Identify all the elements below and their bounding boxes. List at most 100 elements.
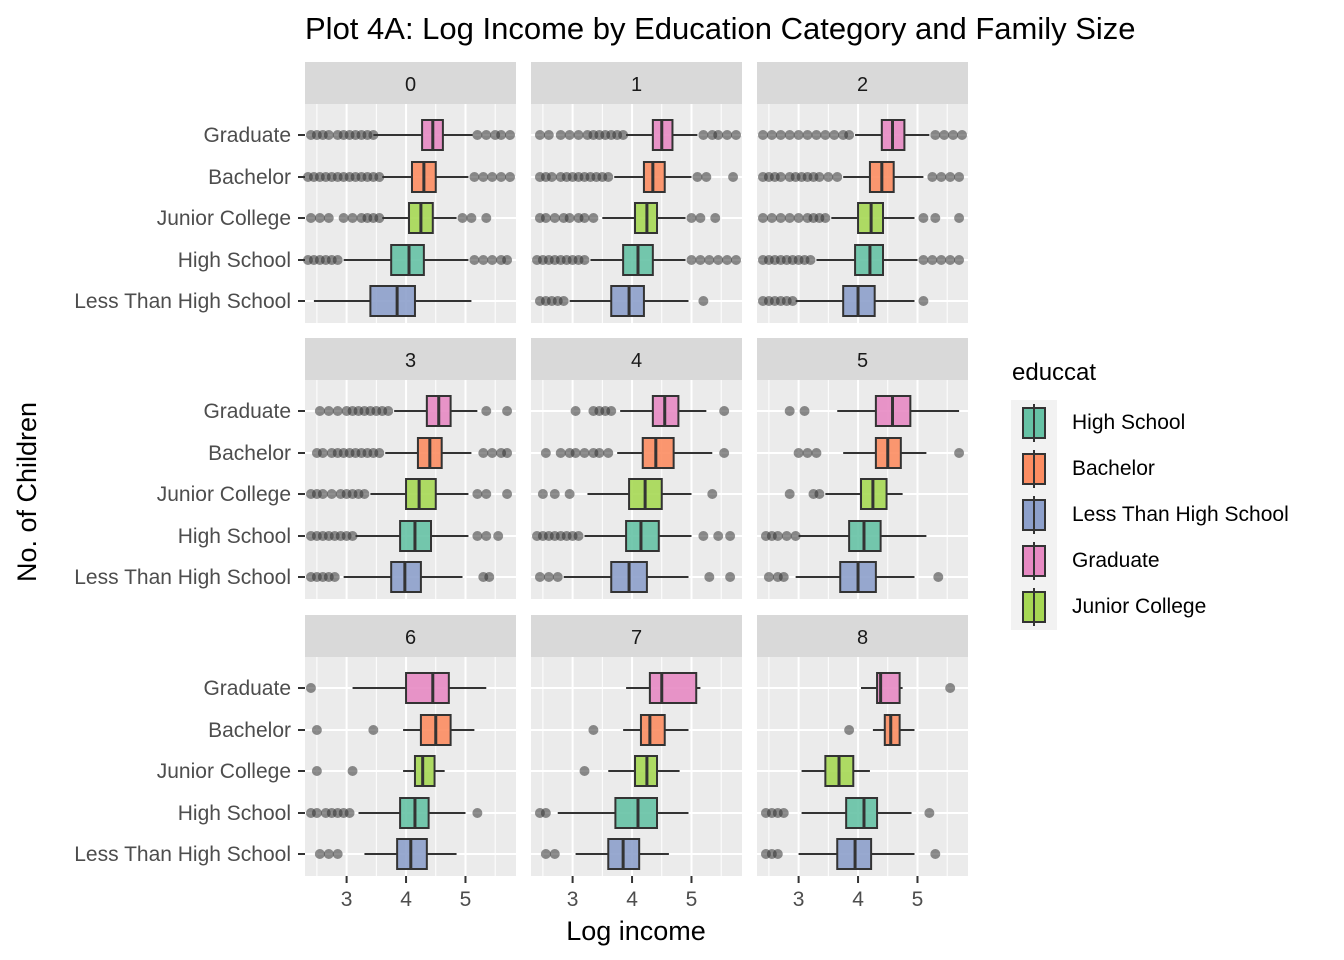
outlier-point [481,406,492,416]
facet-strip [305,62,516,104]
outlier-point [305,683,316,693]
outlier-point [844,130,855,140]
outlier-point [784,213,795,223]
outlier-point [713,130,724,140]
outlier-point [814,172,825,182]
outlier-point [564,489,575,499]
outlier-point [469,172,480,182]
outlier-point [543,130,554,140]
outlier-point [939,130,950,140]
outlier-point [763,572,774,582]
x-tick-label: 3 [567,888,579,911]
facet-strip-label: 8 [857,627,868,649]
outlier-point [814,489,825,499]
y-tick-label: Junior College [157,760,291,783]
facet-panel-7: 7 [531,615,742,876]
outlier-point [481,130,492,140]
outlier-point [618,130,629,140]
outlier-point [936,172,947,182]
y-tick-label: High School [178,249,291,272]
outlier-point [487,448,498,458]
outlier-point [930,849,941,859]
boxplot-bachelor [534,161,739,193]
boxplot-less-than-high-school [760,838,941,870]
outlier-point [772,849,783,859]
y-tick-label: Bachelor [208,442,291,465]
outlier-point [484,572,495,582]
outlier-point [695,213,706,223]
outlier-point [573,531,584,541]
outlier-point [496,130,507,140]
outlier-point [546,172,557,182]
outlier-point [311,725,322,735]
legend-label: Graduate [1072,549,1160,572]
outlier-point [802,448,813,458]
outlier-point [347,766,358,776]
boxplot-high-school [305,520,504,552]
outlier-point [719,448,730,458]
boxplot-graduate [784,395,960,427]
facet-panel-4: 4 [531,338,742,599]
outlier-point [374,172,385,182]
outlier-point [823,172,834,182]
outlier-point [686,255,697,265]
legend-item-high-school: High School [1011,400,1185,446]
outlier-point [772,531,783,541]
outlier-point [936,255,947,265]
boxplot-graduate [570,395,730,427]
boxplot-junior-college [579,755,680,787]
outlier-point [502,406,513,416]
outlier-point [799,406,810,416]
outlier-point [728,172,739,182]
legend-item-less-than-high-school: Less Than High School [1011,492,1289,538]
box-iqr [614,797,659,829]
x-tick-label: 5 [912,888,924,911]
outlier-point [954,448,965,458]
x-tick-label: 3 [341,888,353,911]
outlier-point [698,531,709,541]
outlier-point [338,213,349,223]
outlier-point [540,448,551,458]
outlier-point [472,531,483,541]
outlier-point [487,255,498,265]
facet-panel-5: 5 [757,338,968,599]
outlier-point [757,213,768,223]
outlier-point [314,213,325,223]
outlier-point [731,130,742,140]
outlier-point [811,448,822,458]
outlier-point [945,683,956,693]
outlier-point [570,448,581,458]
boxplot-graduate [861,672,956,704]
outlier-point [573,130,584,140]
outlier-point [954,255,965,265]
outlier-point [957,130,968,140]
outlier-point [481,531,492,541]
facet-strip-label: 4 [631,350,642,372]
outlier-point [478,448,489,458]
boxplot-less-than-high-school [314,838,457,870]
outlier-point [347,531,358,541]
outlier-point [481,489,492,499]
facet-strip-label: 6 [405,627,416,649]
outlier-point [844,725,855,735]
boxplot-bachelor [302,161,516,193]
y-tick-label: Less Than High School [74,290,291,313]
outlier-point [466,213,477,223]
outlier-point [704,572,715,582]
panels-layer: 0 Graduate Bachelor Junior College High Scho… [74,62,968,911]
boxplot-bachelor [311,437,513,469]
outlier-point [317,489,328,499]
boxplot-high-school [534,797,689,829]
outlier-point [540,213,551,223]
chart-title: Plot 4A: Log Income by Education Categor… [305,11,1136,46]
outlier-point [775,213,786,223]
outlier-point [954,172,965,182]
outlier-point [918,255,929,265]
boxplot-graduate [305,672,487,704]
outlier-point [933,572,944,582]
legend-label: High School [1072,411,1185,434]
outlier-point [543,572,554,582]
outlier-point [505,172,516,182]
outlier-point [579,448,590,458]
